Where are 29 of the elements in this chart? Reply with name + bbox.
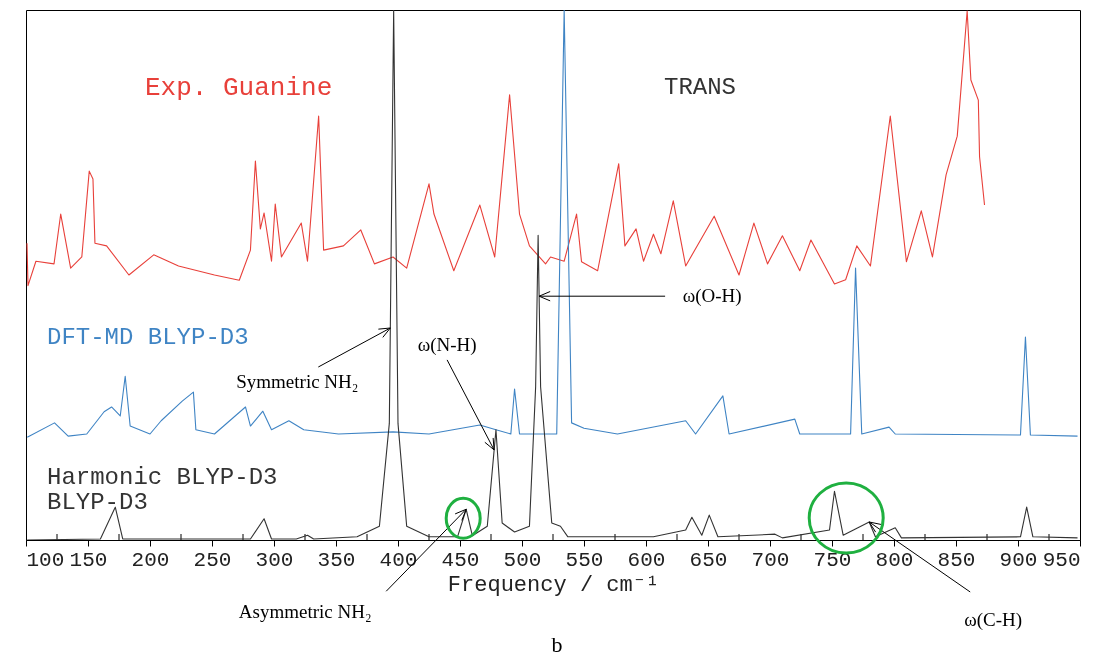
x-tick-label: 250 bbox=[193, 548, 232, 572]
series-label: Harmonic BLYP-D3 BLYP-D3 bbox=[47, 464, 278, 516]
x-tick-label: 200 bbox=[131, 548, 170, 572]
text: b bbox=[551, 632, 563, 657]
annotation: ω(N-H) bbox=[417, 333, 477, 356]
annotation: TRANS bbox=[663, 74, 737, 101]
annotation: Asymmetric NH₂ bbox=[238, 601, 372, 623]
x-tick-label: 350 bbox=[317, 548, 356, 572]
x-tick-label: 100 bbox=[26, 548, 65, 572]
series-label: Exp. Guanine bbox=[145, 73, 333, 103]
x-tick-label: 750 bbox=[813, 548, 852, 572]
annotation: ω(O-H) bbox=[682, 285, 742, 308]
x-axis-title: Frequency / cm⁻¹ bbox=[447, 572, 660, 598]
x-tick-label: 400 bbox=[379, 548, 418, 572]
x-tick-label: 500 bbox=[503, 548, 542, 572]
annotation: Symmetric NH₂ bbox=[236, 371, 359, 392]
x-tick-label: 300 bbox=[255, 548, 294, 572]
x-tick-label: 450 bbox=[441, 548, 480, 572]
x-tick-label: 650 bbox=[689, 548, 728, 572]
x-tick-label: 600 bbox=[627, 548, 666, 572]
series-label: DFT-MD BLYP-D3 bbox=[47, 324, 249, 351]
x-tick-label: 900 bbox=[999, 548, 1038, 572]
x-tick-label: 550 bbox=[565, 548, 604, 572]
x-tick-label: 800 bbox=[875, 548, 914, 572]
x-tick-label: 700 bbox=[751, 548, 790, 572]
x-tick-label: 950 bbox=[1042, 548, 1081, 572]
x-tick-label: 850 bbox=[937, 548, 976, 572]
x-tick-label: 150 bbox=[69, 548, 108, 572]
annotation: ω(C-H) bbox=[964, 608, 1023, 631]
